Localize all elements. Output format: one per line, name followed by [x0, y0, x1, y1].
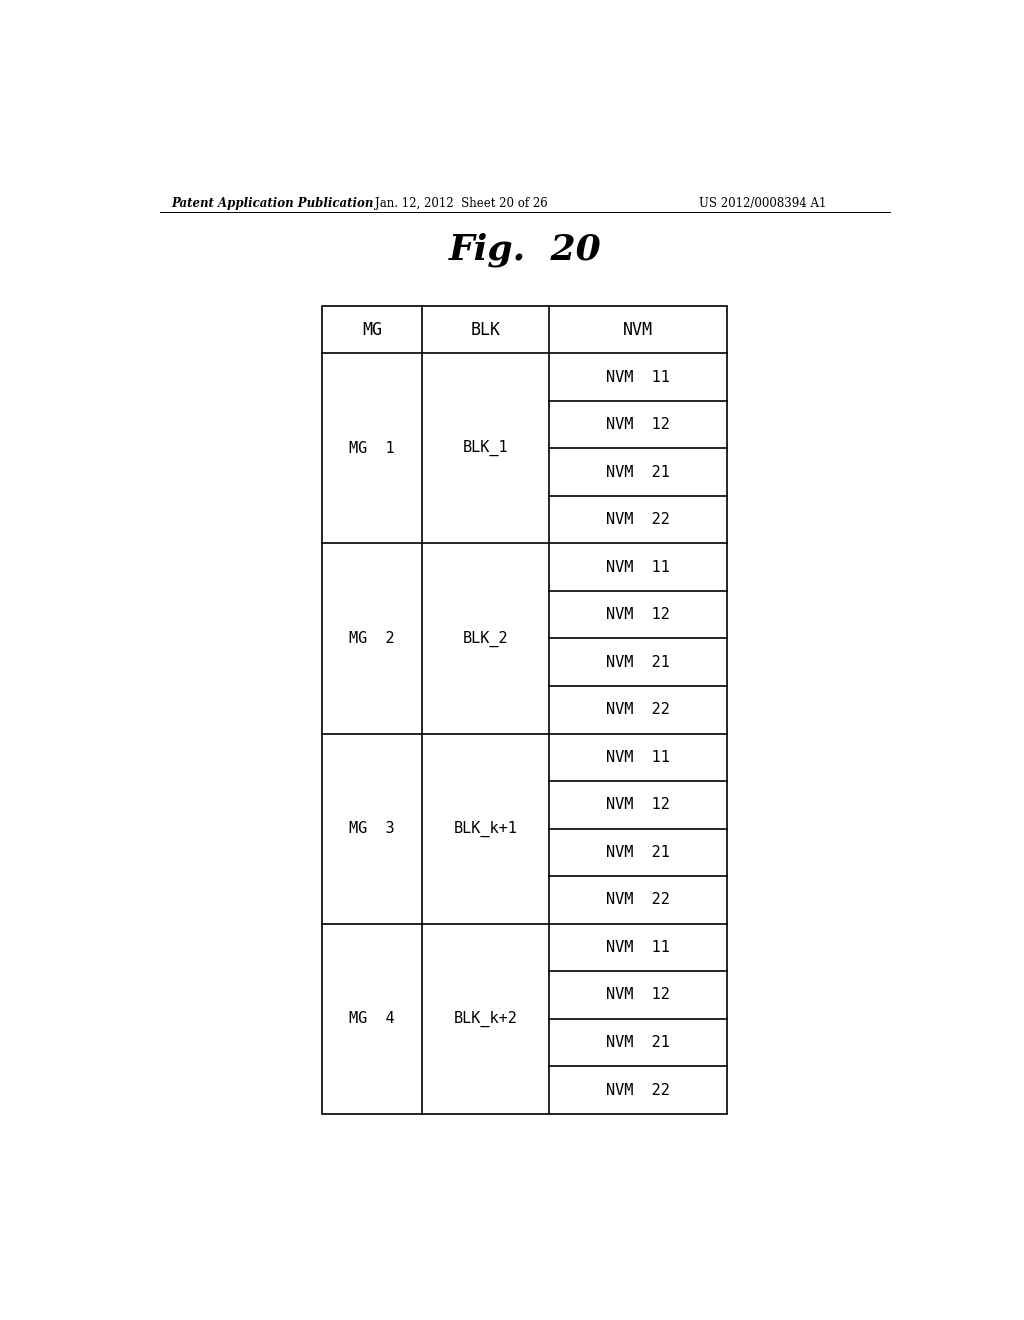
Text: NVM  21: NVM 21 — [606, 1035, 670, 1049]
Text: BLK_1: BLK_1 — [463, 441, 508, 457]
Text: BLK_k+2: BLK_k+2 — [454, 1011, 517, 1027]
Text: NVM  12: NVM 12 — [606, 797, 670, 812]
Text: BLK_2: BLK_2 — [463, 631, 508, 647]
Text: NVM  11: NVM 11 — [606, 560, 670, 574]
Text: NVM  11: NVM 11 — [606, 750, 670, 764]
Bar — [323, 306, 727, 1114]
Text: NVM  22: NVM 22 — [606, 512, 670, 527]
Text: NVM  21: NVM 21 — [606, 845, 670, 859]
Text: Jan. 12, 2012  Sheet 20 of 26: Jan. 12, 2012 Sheet 20 of 26 — [375, 197, 548, 210]
Text: MG  1: MG 1 — [349, 441, 395, 455]
Text: NVM  12: NVM 12 — [606, 987, 670, 1002]
Text: MG  2: MG 2 — [349, 631, 395, 645]
Text: Patent Application Publication: Patent Application Publication — [172, 197, 374, 210]
Text: NVM  21: NVM 21 — [606, 465, 670, 479]
Text: NVM  22: NVM 22 — [606, 892, 670, 907]
Text: NVM  21: NVM 21 — [606, 655, 670, 669]
Text: NVM  11: NVM 11 — [606, 940, 670, 954]
Text: MG  3: MG 3 — [349, 821, 395, 836]
Text: BLK: BLK — [470, 321, 501, 338]
Text: US 2012/0008394 A1: US 2012/0008394 A1 — [699, 197, 826, 210]
Text: BLK_k+1: BLK_k+1 — [454, 821, 517, 837]
Text: MG: MG — [362, 321, 382, 338]
Text: Fig.  20: Fig. 20 — [449, 232, 601, 267]
Text: NVM: NVM — [624, 321, 653, 338]
Text: NVM  12: NVM 12 — [606, 607, 670, 622]
Text: NVM  11: NVM 11 — [606, 370, 670, 384]
Text: NVM  22: NVM 22 — [606, 1082, 670, 1097]
Text: NVM  12: NVM 12 — [606, 417, 670, 432]
Text: MG  4: MG 4 — [349, 1011, 395, 1026]
Text: NVM  22: NVM 22 — [606, 702, 670, 717]
